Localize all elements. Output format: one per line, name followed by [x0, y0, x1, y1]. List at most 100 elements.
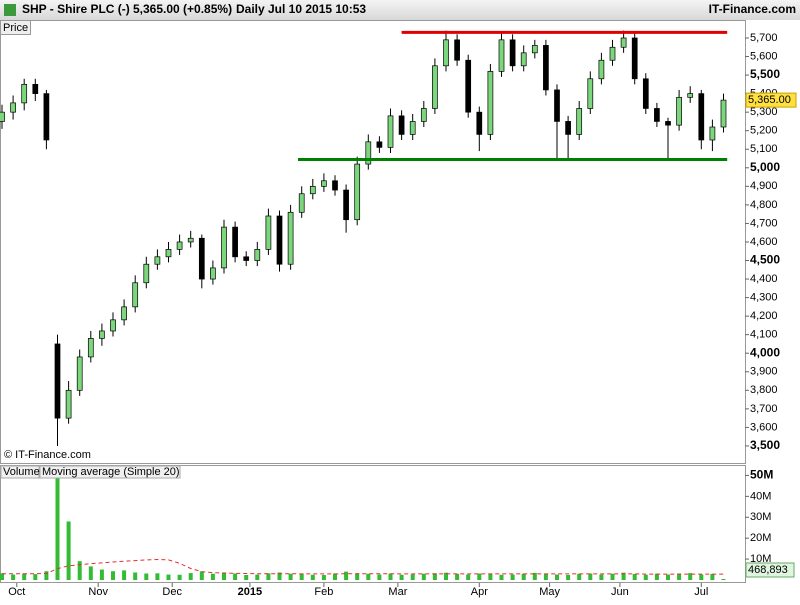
candle-body: [520, 52, 527, 67]
volume-bar: [321, 574, 326, 580]
legend-box: [39, 465, 181, 479]
legend-volume: Volume: [3, 466, 40, 478]
volume-bar: [222, 572, 226, 580]
volume-bar: [333, 573, 337, 580]
volume-bar: [466, 574, 471, 580]
candle-body: [598, 59, 605, 80]
volume-panel: [0, 465, 746, 583]
volume-bar: [55, 475, 60, 580]
candle-body: [0, 111, 5, 122]
y-tick-label: 4,200: [750, 310, 778, 322]
volume-bar: [532, 572, 537, 580]
candle-body: [43, 93, 50, 141]
y-tick-label: 3,800: [750, 384, 778, 396]
volume-bar: [11, 574, 16, 580]
quote: 5,365.00 (+0.85%): [133, 2, 232, 16]
volume-bar: [144, 573, 149, 580]
candle-body: [354, 163, 361, 221]
candle-body: [32, 83, 39, 94]
candle-body: [176, 241, 183, 250]
candle-body: [76, 356, 83, 391]
volume-bar: [699, 574, 704, 580]
y-tick-label: 4,000: [750, 345, 780, 359]
volume-bar: [111, 571, 115, 580]
x-tick-label: Jul: [694, 586, 708, 598]
volume-bar: [688, 573, 693, 580]
y-tick-label: 4,400: [750, 273, 778, 285]
volume-y-tick-label: 50M: [750, 468, 773, 482]
candle-body: [309, 185, 316, 195]
volume-bar: [77, 561, 82, 580]
candle-body: [676, 96, 682, 126]
volume-bar: [432, 573, 437, 580]
y-tick-label: 3,500: [750, 438, 780, 452]
candle-body: [154, 256, 161, 265]
datetime: Jul 10 2015 10:53: [268, 2, 366, 16]
candle-body: [165, 249, 172, 258]
volume-bar: [455, 573, 460, 580]
site: IT-Finance.com: [709, 2, 796, 16]
volume-bar: [388, 573, 393, 580]
volume-bar: [244, 574, 249, 580]
volume-bar: [721, 579, 726, 580]
volume-y-tick-label: 20M: [750, 532, 771, 544]
y-tick-label: 3,900: [750, 366, 778, 378]
x-tick-label: Mar: [388, 586, 407, 598]
x-tick-label: Dec: [162, 586, 182, 598]
candle-body: [10, 102, 16, 113]
volume-y-tick-label: 10M: [750, 553, 771, 565]
x-tick-label: 2015: [238, 586, 262, 598]
candle-body: [609, 46, 616, 61]
volume-bar: [621, 572, 626, 580]
candle-body: [243, 256, 250, 261]
volume-bar: [510, 574, 515, 580]
y-tick-label: 5,300: [750, 106, 778, 118]
candle-body: [420, 108, 427, 122]
x-tick-label: Oct: [8, 586, 25, 598]
y-tick-label: 5,500: [750, 67, 780, 81]
price-label: Price: [3, 22, 28, 34]
candle-body: [321, 180, 327, 187]
candle-body: [221, 226, 227, 269]
volume-bar: [677, 573, 682, 580]
volume-bar: [299, 573, 304, 580]
candle-body: [87, 338, 94, 358]
candle-body: [232, 226, 238, 258]
volume-bar: [555, 574, 559, 580]
price-label-box: [0, 20, 31, 35]
volume-bar: [344, 571, 349, 580]
y-tick-label: 4,900: [750, 180, 778, 192]
volume-bar: [421, 573, 426, 580]
volume-bar: [210, 573, 215, 580]
candle-body: [198, 237, 205, 280]
price-panel: [0, 20, 746, 464]
moving-average: [2, 558, 724, 575]
volume-bar: [710, 573, 715, 580]
volume-bar: [410, 574, 415, 580]
candle-body: [21, 83, 28, 104]
x-tick-label: Jun: [611, 586, 629, 598]
legend-ma: Moving average (Simple 20): [42, 466, 180, 478]
candle-body: [398, 115, 405, 135]
candle-body: [376, 141, 383, 148]
candle-body: [432, 65, 438, 109]
candle-body: [332, 180, 338, 191]
volume-bar: [632, 573, 637, 580]
candle-body: [709, 126, 716, 141]
volume-bar: [543, 573, 548, 580]
volume-bar: [99, 569, 104, 580]
candle-body: [476, 111, 483, 135]
volume-bar: [488, 573, 493, 580]
volume-bar: [444, 572, 448, 580]
candle-body: [509, 39, 516, 67]
y-tick-label: 4,100: [750, 329, 778, 341]
candle-body: [487, 71, 494, 135]
candle-body: [554, 89, 560, 122]
candle-body: [65, 389, 72, 419]
y-tick-label: 4,800: [750, 199, 778, 211]
volume-bar: [666, 574, 670, 580]
x-tick-label: Apr: [471, 586, 488, 598]
candle-body: [565, 121, 571, 135]
candle-body: [365, 141, 372, 165]
